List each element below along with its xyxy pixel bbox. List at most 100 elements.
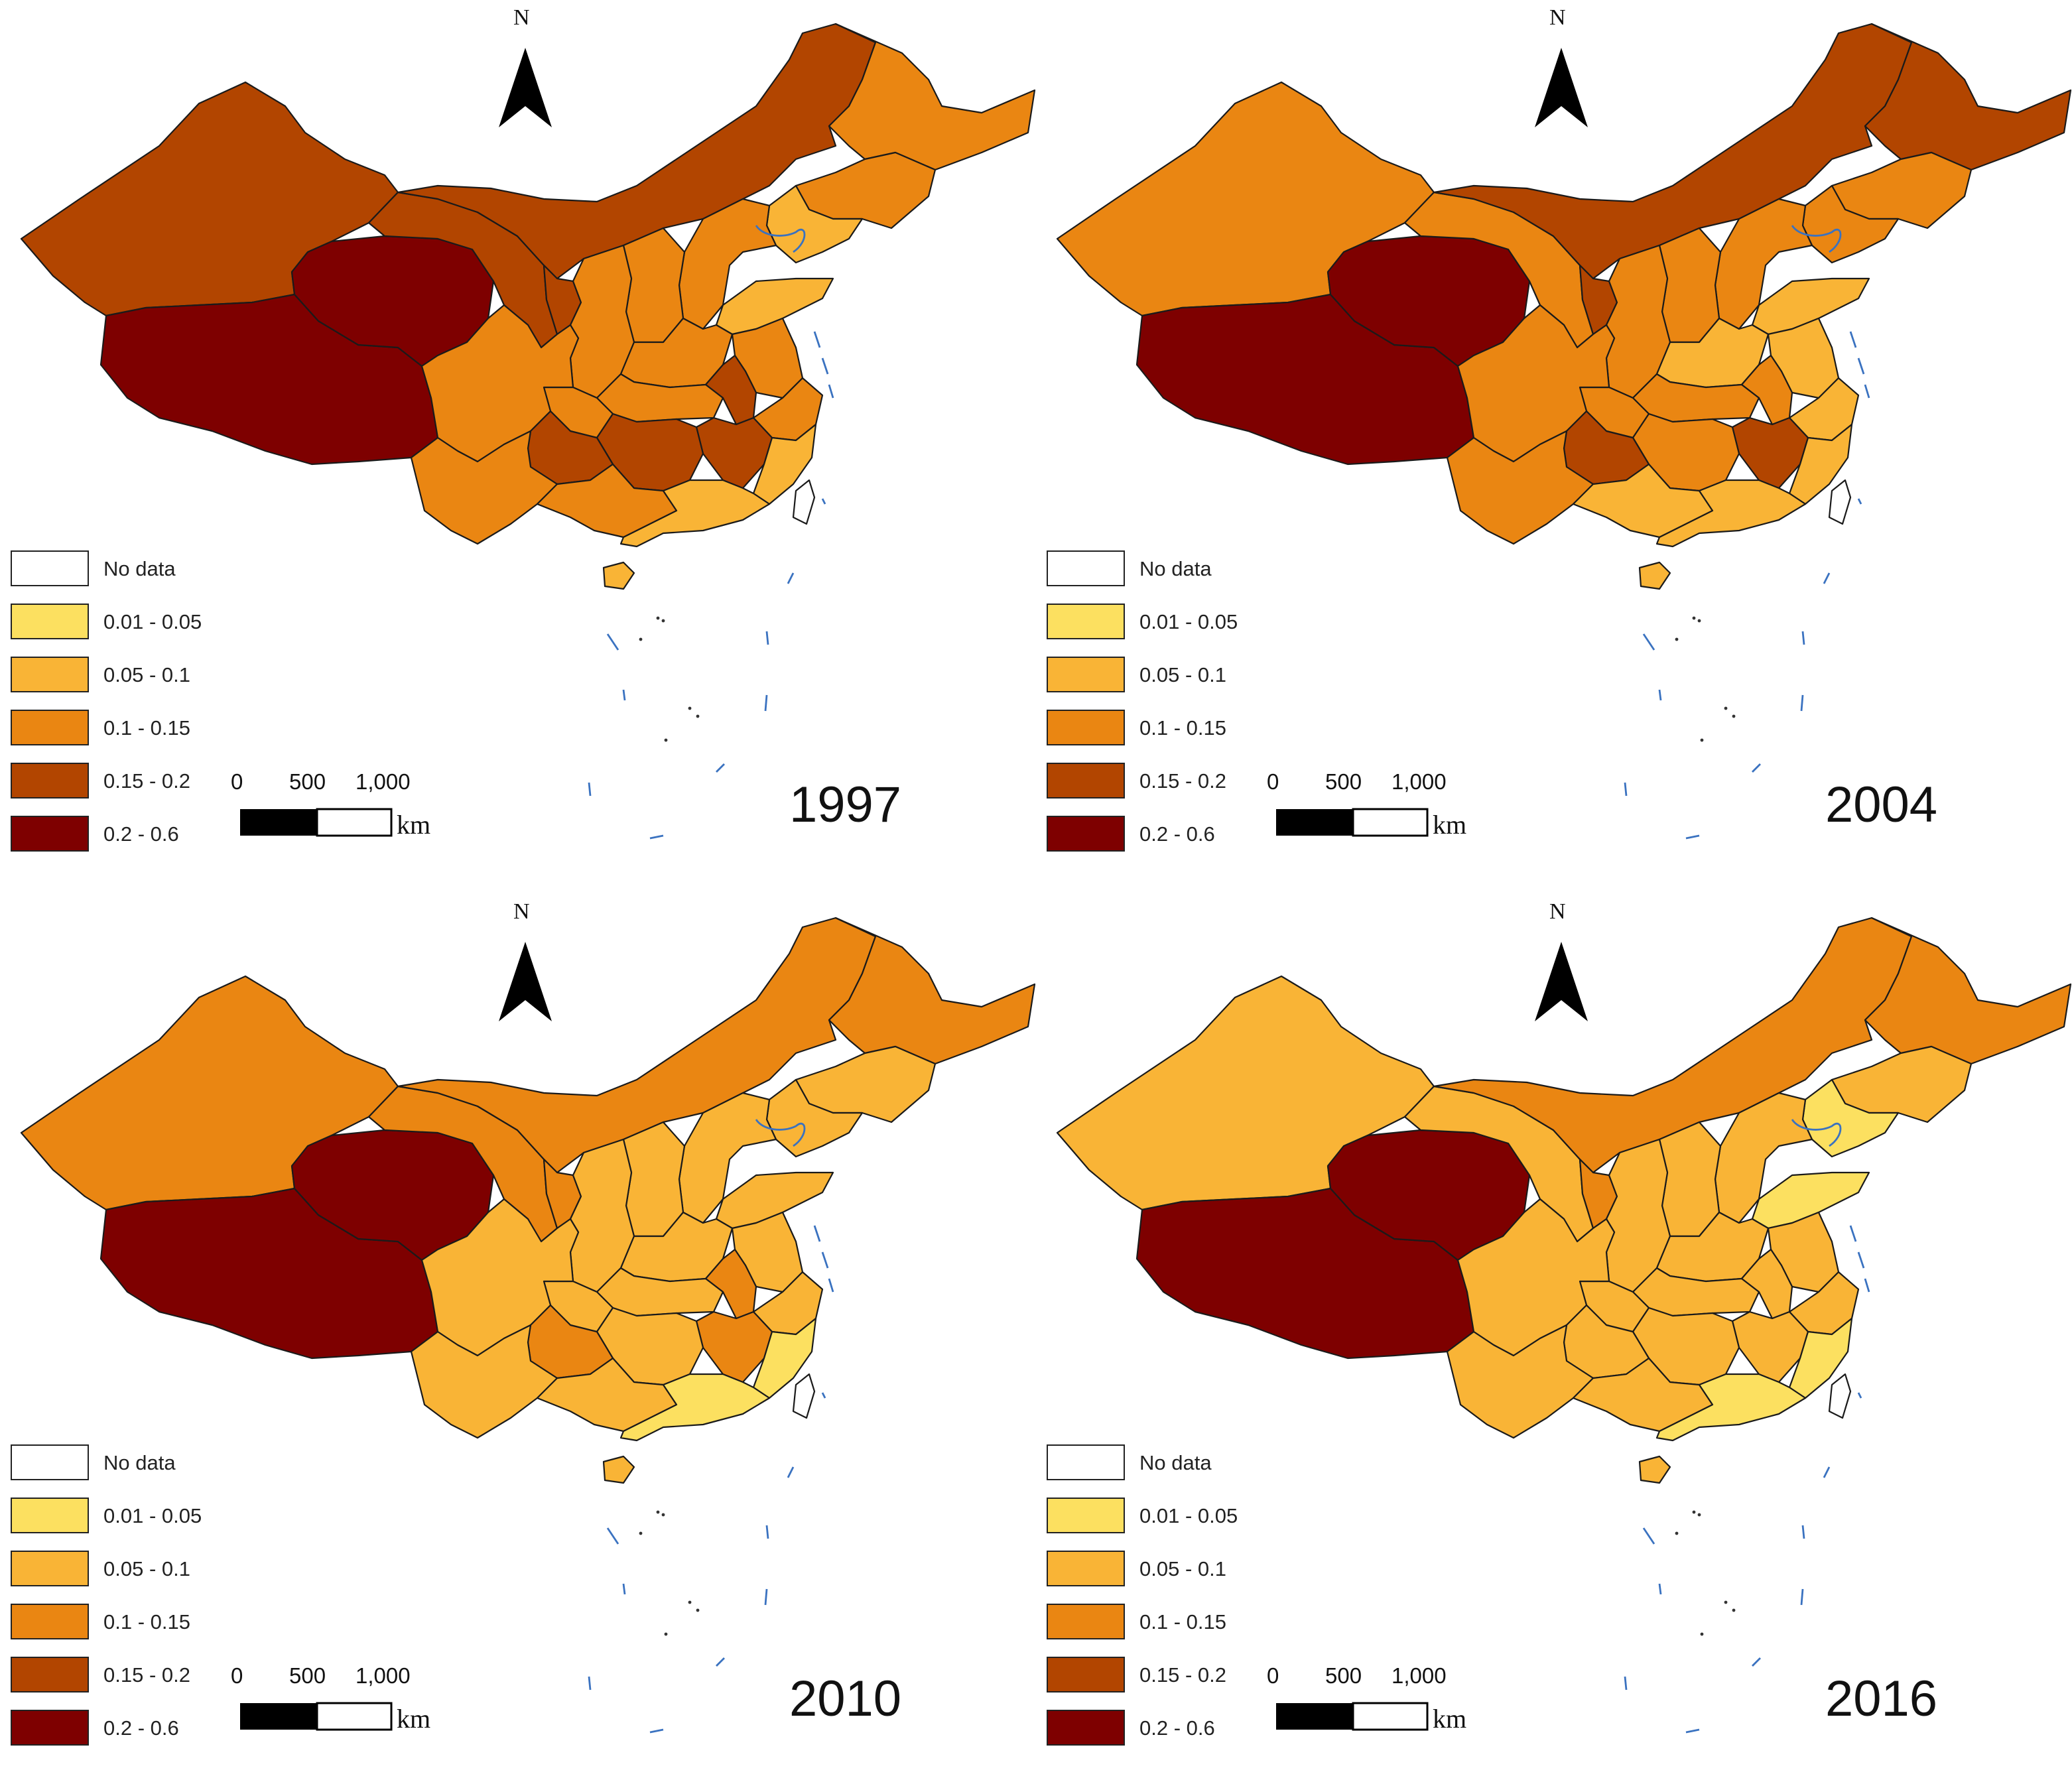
province-fujian [752,1317,817,1399]
legend-swatch [1047,1657,1125,1692]
legend-swatch [1047,1498,1125,1533]
island-dash [1800,694,1804,712]
legend-label: 0.05 - 0.1 [103,663,190,686]
legend-label: 0.1 - 0.15 [1139,1610,1226,1633]
north-label: N [1549,5,1566,30]
scale-bar-black [1276,1703,1353,1730]
province-qinghai [1327,235,1531,367]
island-dash [1801,1525,1805,1539]
scale-unit-label: km [397,1704,431,1734]
north-label: N [1549,899,1566,924]
province-shanxi [622,227,686,344]
year-label: 2010 [789,1671,902,1727]
legend-swatch [11,1657,89,1692]
island-dash [755,1119,806,1147]
island-dot [696,714,700,718]
scale-tick-label: 500 [1325,769,1362,794]
province-guangdong [619,1373,771,1442]
legend-label: 0.1 - 0.15 [103,716,190,739]
scale-bar [1276,1702,1429,1731]
scale-unit-label: km [397,810,431,840]
island-dot [1700,1632,1704,1636]
china-map [1056,917,2072,1734]
island-dash [649,834,664,840]
island-dash [1791,225,1842,253]
island-dash [1823,1466,1831,1478]
island-dash [716,1657,725,1667]
legend-label: 0.05 - 0.1 [103,1557,190,1580]
island-dash [1624,1676,1628,1691]
province-layer [1056,917,2072,1484]
legend-label: 0.15 - 0.2 [1139,769,1226,793]
north-arrow-icon [499,48,552,127]
province-shanxi [1658,1121,1722,1238]
legend-swatch [11,604,89,639]
island-dash [1791,1119,1842,1147]
legend-swatch [1047,1551,1125,1586]
province-guangdong [1655,1373,1807,1442]
legend-label: 0.2 - 0.6 [1139,1716,1215,1740]
island-dash [1857,1392,1862,1399]
scale-tick-label: 1,000 [1392,1663,1447,1688]
island-dot [664,738,668,742]
legend-swatch [1047,1444,1125,1480]
island-dash [649,1728,664,1734]
scale-unit-label: km [1433,810,1467,840]
province-hainan [1638,561,1671,590]
legend-label: 0.2 - 0.6 [103,822,179,846]
legend-label: 0.2 - 0.6 [103,1716,179,1740]
north-label: N [513,899,530,924]
province-fujian [1788,1317,1853,1399]
island-dot [656,616,660,620]
island-dot [696,1608,700,1612]
island-dot [661,1513,665,1517]
province-qinghai [1327,1129,1531,1261]
legend-label: 0.01 - 0.05 [103,1504,202,1527]
scale-tick-label: 1,000 [356,769,411,794]
legend-swatch [11,1498,89,1533]
island-dot [1697,1513,1701,1517]
map-panel-2016: N No data 0.01 - 0.05 0.05 - 0.1 0.1 - 0.15 0… [1036,894,2072,1788]
island-dash [1624,782,1628,797]
scale-tick-label: 0 [1267,1663,1279,1688]
island-dash [588,1676,592,1691]
scale-tick-label: 500 [289,1663,326,1688]
legend-swatch [11,763,89,798]
island-dot [1692,616,1696,620]
legend-label: 0.01 - 0.05 [103,610,202,633]
island-dash [787,572,795,584]
island-dash [1658,1583,1662,1595]
scale-tick-label: 500 [1325,1663,1362,1688]
legend-swatch [11,816,89,852]
island-dash [787,1466,795,1478]
year-label: 2016 [1825,1671,1938,1727]
legend-swatch [1047,710,1125,745]
scale-tick-label: 0 [1267,769,1279,794]
island-dash [716,763,725,773]
island-dash [821,1392,826,1399]
map-panel-1997: N No data 0.01 - 0.05 0.05 - 0.1 0.1 - 0.15 0… [0,0,1036,894]
island-dot [639,637,643,641]
island-dash [588,782,592,797]
south-sea-islands [588,1119,834,1734]
china-map [1056,23,2072,840]
legend-label: 0.15 - 0.2 [1139,1663,1226,1687]
north-arrow-icon [499,942,552,1021]
island-dash [1849,1225,1870,1293]
province-hainan [602,561,635,590]
province-qinghai [291,235,495,367]
province-shanxi [1658,227,1722,344]
island-dash [813,331,834,399]
island-dot [1675,637,1679,641]
scale-tick-label: 1,000 [356,1663,411,1688]
island-dot [1732,1608,1736,1612]
legend-swatch [11,657,89,692]
island-dash [606,1527,619,1545]
scale-bar [1276,808,1429,837]
island-dash [622,689,626,701]
island-dash [765,631,769,645]
legend-swatch [11,710,89,745]
year-label: 2004 [1825,777,1938,833]
legend-swatch [11,550,89,586]
